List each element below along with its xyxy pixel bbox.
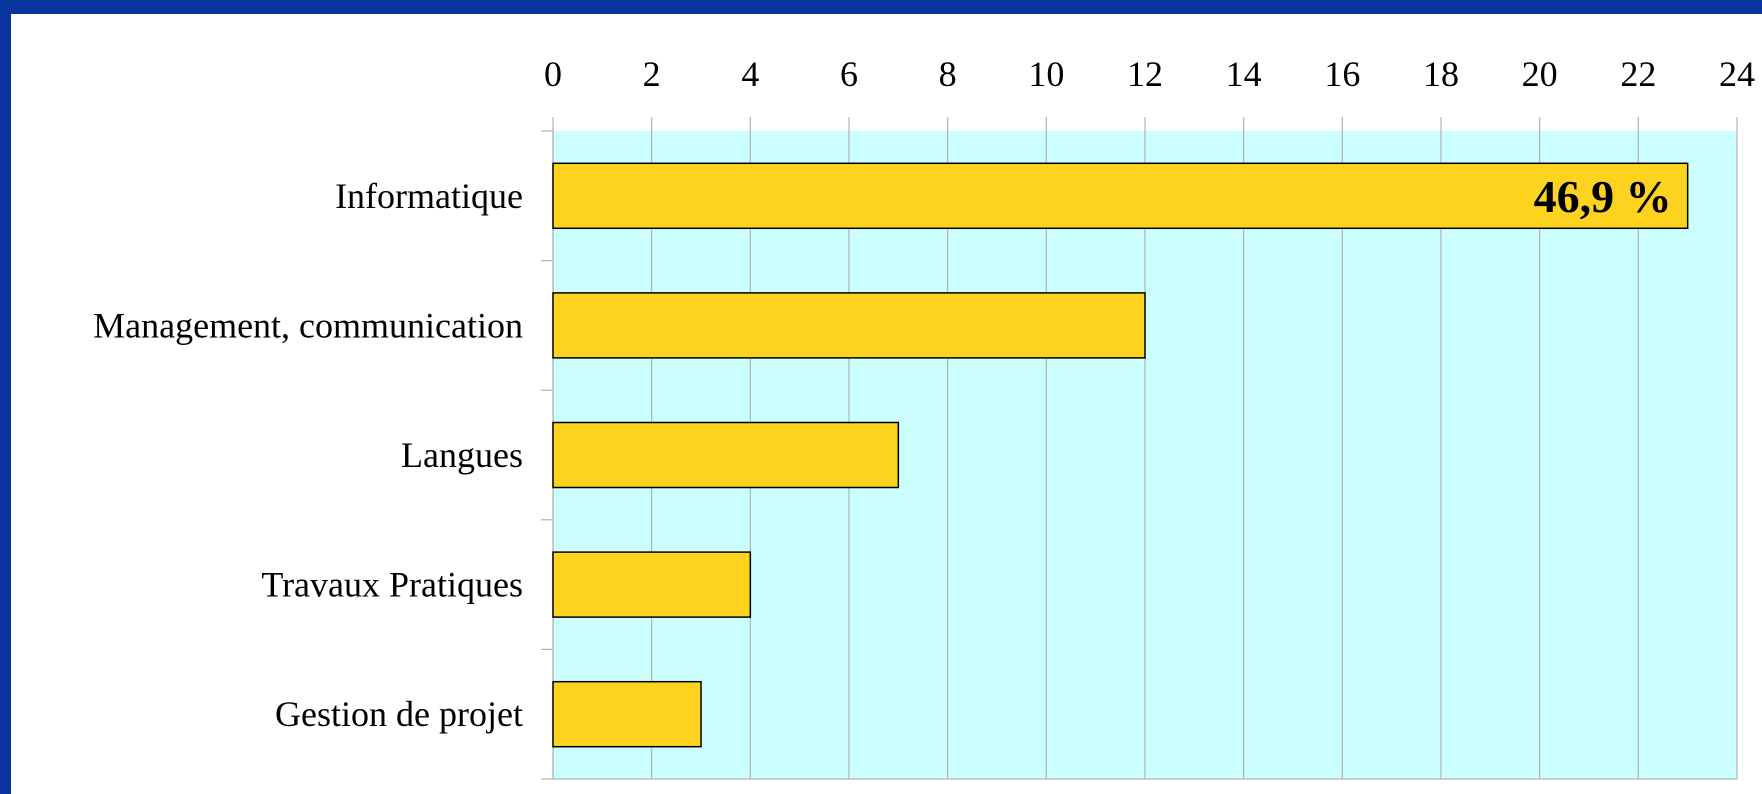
x-tick-label: 4 [741,54,759,94]
x-tick-label: 2 [643,54,661,94]
bar-gestion-de-projet [552,680,702,748]
category-label: Gestion de projet [275,694,523,734]
x-tick-label: 6 [840,54,858,94]
x-tick-label: 18 [1423,54,1459,94]
category-label: Management, communication [93,305,523,345]
x-tick-label: 12 [1127,54,1163,94]
category-label: Langues [401,435,523,475]
x-axis-ticks: 0 2 4 6 8 10 12 14 16 18 20 22 24 [544,54,1755,94]
bar-langues [552,421,900,489]
x-tick-label: 24 [1719,54,1755,94]
x-tick-label: 20 [1522,54,1558,94]
data-labels: 46,9 % [1534,171,1672,222]
x-tick-label: 14 [1226,54,1262,94]
bar-travaux-pratiques [552,551,752,618]
bar-management-communication [552,292,1146,359]
x-tick-label: 16 [1324,54,1360,94]
x-tick-label: 10 [1028,54,1064,94]
category-label: Informatique [335,176,523,216]
category-label: Travaux Pratiques [261,565,523,605]
bar-data-label: 46,9 % [1534,171,1672,222]
bars [552,162,1689,748]
x-tick-label: 22 [1620,54,1656,94]
category-labels: Informatique Management, communication Lan… [93,176,523,734]
x-tick-label: 0 [544,54,562,94]
bar-informatique [552,162,1689,230]
x-tick-label: 8 [939,54,957,94]
y-axis-ticks [541,130,553,780]
